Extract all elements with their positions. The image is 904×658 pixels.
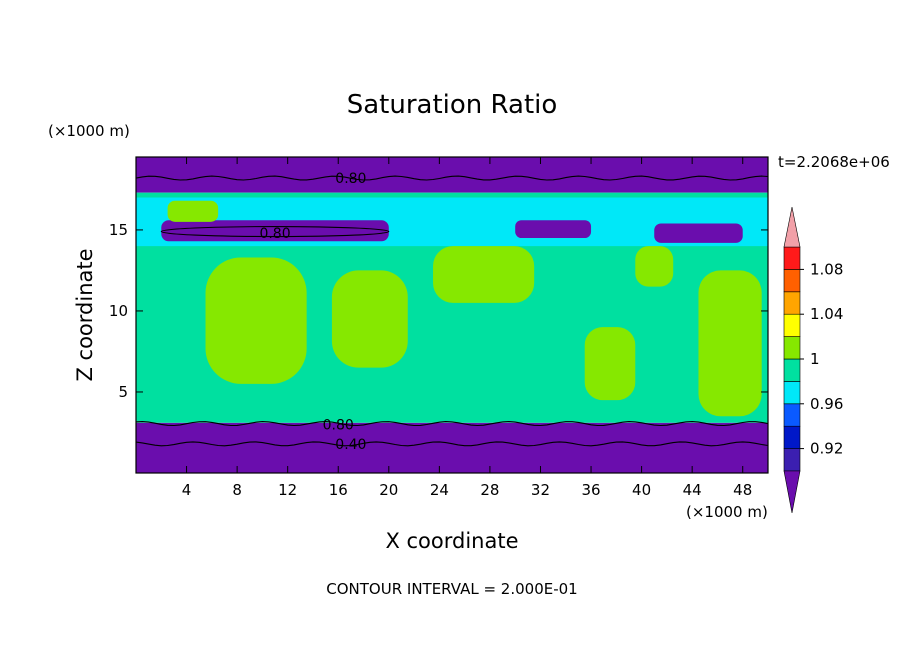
- contour-line-0: [136, 175, 768, 181]
- colorbar-tick-label-2: 1: [810, 350, 820, 368]
- contour-line-2: [136, 441, 768, 447]
- contour-interval-footer: CONTOUR INTERVAL = 2.000E-01: [326, 580, 577, 598]
- colorbar-swatch-9: [783, 246, 801, 270]
- x-tick-label-5: 24: [430, 481, 449, 499]
- plot-frame: [135, 156, 769, 474]
- x-tick-label-2: 12: [278, 481, 297, 499]
- field-region-10: [584, 327, 636, 401]
- colorbar-min-arrow: [783, 470, 801, 514]
- field-region-1: [136, 157, 768, 193]
- colorbar-swatch-2: [783, 403, 801, 427]
- y-tick-label-1: 10: [109, 302, 128, 320]
- x-axis-label: X coordinate: [385, 529, 518, 553]
- field-region-13: [167, 200, 219, 222]
- x-tick-label-0: 4: [182, 481, 192, 499]
- colorbar-swatch-0: [783, 448, 801, 472]
- field-region-11: [635, 246, 674, 287]
- field-region-8: [331, 270, 408, 368]
- colorbar-swatch-8: [783, 269, 801, 293]
- field-region-5: [515, 220, 592, 239]
- x-tick-label-1: 8: [232, 481, 242, 499]
- contour-labels: 0.80 0.80 0.80 0.40: [259, 171, 366, 453]
- y-axis-ticks: 5 10 15: [109, 221, 768, 401]
- x-tick-label-4: 20: [379, 481, 398, 499]
- contour-label-0: 0.80: [335, 171, 366, 187]
- x-tick-label-9: 40: [632, 481, 651, 499]
- time-label: t=2.2068e+06: [778, 153, 890, 171]
- colorbar: 0.92 0.96 1 1.04 1.08: [783, 206, 843, 514]
- contour-label-2: 0.80: [323, 417, 354, 433]
- contour-field: [136, 157, 768, 473]
- x-tick-label-8: 36: [581, 481, 600, 499]
- colorbar-swatch-4: [783, 358, 801, 382]
- y-unit-label: (×1000 m): [48, 122, 130, 140]
- chart-title: Saturation Ratio: [347, 90, 558, 120]
- colorbar-tick-label-0: 0.92: [810, 440, 843, 458]
- colorbar-swatch-7: [783, 291, 801, 315]
- x-axis-ticks: 4 8 12 16 20 24 28 32 36 40 44 48: [182, 157, 752, 499]
- y-axis-label: Z coordinate: [73, 248, 97, 381]
- field-region-6: [654, 223, 743, 243]
- contour-line-ring: [160, 225, 390, 238]
- x-tick-label-6: 28: [480, 481, 499, 499]
- colorbar-tick-label-3: 1.04: [810, 305, 843, 323]
- colorbar-swatch-5: [783, 336, 801, 360]
- y-tick-label-2: 15: [109, 221, 128, 239]
- contour-lines: [136, 175, 768, 447]
- field-region-7: [205, 257, 307, 384]
- field-region-12: [698, 270, 762, 417]
- contour-line-1: [136, 421, 768, 427]
- x-tick-label-3: 16: [329, 481, 348, 499]
- colorbar-tick-label-1: 0.96: [810, 395, 843, 413]
- colorbar-swatch-6: [783, 313, 801, 337]
- x-unit-label: (×1000 m): [686, 503, 768, 521]
- contour-label-3: 0.40: [335, 437, 366, 453]
- contour-label-1: 0.80: [259, 226, 290, 242]
- colorbar-swatch-3: [783, 381, 801, 405]
- colorbar-max-arrow: [783, 206, 801, 248]
- colorbar-tick-label-4: 1.08: [810, 260, 843, 278]
- colorbar-swatch-1: [783, 425, 801, 449]
- field-region-9: [433, 246, 535, 303]
- x-tick-label-7: 32: [531, 481, 550, 499]
- y-tick-label-0: 5: [118, 383, 128, 401]
- field-region-0: [136, 422, 768, 473]
- x-tick-label-11: 48: [733, 481, 752, 499]
- x-tick-label-10: 44: [683, 481, 702, 499]
